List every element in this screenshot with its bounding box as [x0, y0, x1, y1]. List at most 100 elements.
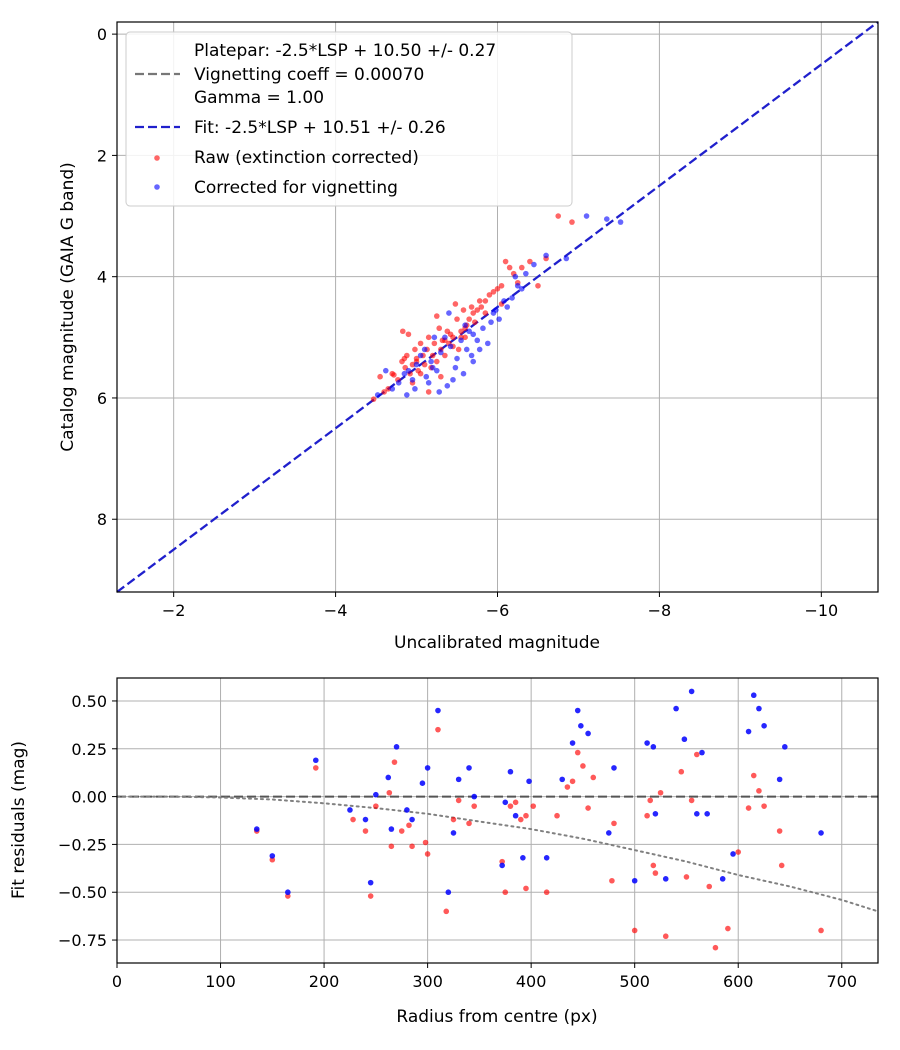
- top-raw-point: [478, 304, 485, 310]
- bottom-y-tick-label: −0.50: [58, 883, 107, 902]
- bottom-corrected-point: [404, 807, 410, 813]
- bottom-corrected-point: [761, 723, 767, 729]
- top-corrected-point: [444, 383, 451, 389]
- top-corrected-point: [518, 286, 525, 292]
- top-raw-point: [421, 361, 428, 368]
- top-x-tick-label: −6: [486, 601, 510, 620]
- bottom-raw-point: [502, 889, 509, 896]
- bottom-raw-point: [373, 803, 379, 809]
- top-y-tick-label: 4: [97, 268, 107, 287]
- bottom-raw-point: [745, 805, 752, 811]
- bottom-y-axis-label: Fit residuals (mag): [9, 741, 29, 899]
- top-corrected-point: [450, 376, 456, 383]
- top-raw-point: [442, 352, 448, 359]
- top-corrected-point: [474, 337, 481, 344]
- bottom-raw-point: [694, 751, 700, 758]
- bottom-corrected-point: [393, 744, 400, 750]
- bottom-x-axis-label: Radius from centre (px): [396, 1007, 597, 1027]
- legend-corrected-label: Corrected for vignetting: [194, 178, 398, 198]
- top-raw-point: [433, 358, 440, 365]
- bottom-corrected-point: [269, 853, 276, 859]
- top-raw-point: [518, 264, 525, 271]
- top-corrected-point: [442, 334, 448, 341]
- bottom-raw-point: [512, 799, 519, 806]
- bottom-raw-point: [644, 812, 650, 819]
- bottom-raw-point: [778, 862, 785, 869]
- bottom-corrected-point: [585, 730, 591, 737]
- top-raw-point: [417, 370, 424, 377]
- top-raw-point: [490, 289, 497, 295]
- top-corrected-point: [509, 295, 515, 301]
- bottom-y-tick-label: −0.25: [58, 835, 107, 854]
- legend-fit-label: Fit: -2.5*LSP + 10.51 +/- 0.26: [194, 118, 446, 138]
- bottom-corrected-point: [719, 876, 726, 882]
- bottom-raw-point: [683, 874, 690, 880]
- bottom-corrected-point: [750, 692, 757, 699]
- top-y-tick-label: 6: [97, 389, 107, 408]
- bottom-corrected-point: [782, 744, 788, 750]
- top-corrected-point: [523, 270, 529, 277]
- top-corrected-point: [583, 213, 590, 219]
- legend: Platepar: -2.5*LSP + 10.50 +/- 0.27 Vign…: [125, 31, 573, 207]
- top-corrected-point: [447, 343, 454, 350]
- top-corrected-point: [512, 273, 519, 280]
- bottom-lines: [116, 795, 879, 913]
- top-raw-point: [527, 258, 533, 265]
- top-raw-point: [535, 282, 541, 289]
- bottom-corrected-point: [650, 744, 657, 750]
- bottom-raw-point: [652, 870, 659, 876]
- top-corrected-point: [480, 325, 486, 332]
- bottom-corrected-point: [578, 723, 584, 729]
- bottom-raw-point: [574, 749, 581, 756]
- bottom-raw-point: [499, 858, 505, 865]
- top-corrected-point: [496, 316, 502, 322]
- bottom-raw-point: [657, 789, 664, 796]
- bottom-corrected-point: [730, 851, 736, 857]
- bottom-raw-point: [388, 843, 395, 850]
- bottom-raw-point: [688, 797, 695, 804]
- top-y-axis-label: Catalog magnitude (GAIA G band): [58, 162, 78, 452]
- legend-platepar-line-1: Platepar: -2.5*LSP + 10.50 +/- 0.27: [194, 41, 496, 61]
- bottom-raw-point: [530, 803, 537, 809]
- bottom-corrected-point: [520, 854, 526, 861]
- bottom-raw-point: [580, 763, 586, 769]
- bottom-plot-frame: [116, 677, 879, 964]
- bottom-raw-point: [735, 849, 742, 855]
- top-x-tick-label: −10: [804, 601, 838, 620]
- bottom-corrected-point: [611, 765, 617, 771]
- bottom-raw-point: [662, 933, 669, 940]
- bottom-raw-point: [750, 772, 757, 779]
- bottom-corrected-point: [512, 812, 519, 819]
- bottom-x-tick-label: 400: [516, 972, 547, 991]
- bottom-raw-point: [450, 816, 457, 823]
- bottom-raw-point: [756, 788, 762, 794]
- top-raw-point: [399, 328, 406, 335]
- bottom-corrected-point: [776, 776, 783, 783]
- top-raw-point: [389, 370, 396, 377]
- top-corrected-point: [504, 304, 511, 310]
- bottom-corrected-point: [681, 736, 688, 743]
- bottom-y-tick-label: −0.75: [58, 931, 107, 950]
- bottom-corrected-point: [347, 807, 353, 813]
- top-raw-point: [452, 301, 459, 307]
- bottom-raw-point: [398, 828, 405, 834]
- top-raw-point: [385, 386, 392, 392]
- legend-box: [125, 31, 573, 207]
- bottom-corrected-point: [688, 688, 695, 695]
- bottom-raw-point: [362, 828, 369, 834]
- legend-platepar-line-3: Gamma = 1.00: [194, 88, 324, 108]
- top-raw-point: [474, 307, 481, 313]
- top-corrected-point: [603, 216, 610, 222]
- top-corrected-point: [484, 340, 491, 347]
- bottom-raw-point: [350, 816, 356, 823]
- bottom-raw-point: [543, 889, 550, 896]
- bottom-raw-point: [424, 851, 431, 857]
- bottom-corrected-point: [699, 749, 705, 756]
- top-raw-point: [436, 325, 443, 332]
- bottom-corrected-point: [450, 830, 457, 836]
- bottom-corrected-point: [818, 830, 824, 836]
- bottom-raw-point: [818, 927, 824, 934]
- bottom-raw-point: [611, 820, 617, 827]
- bottom-raw-point: [391, 759, 398, 765]
- bottom-raw-point: [517, 816, 524, 823]
